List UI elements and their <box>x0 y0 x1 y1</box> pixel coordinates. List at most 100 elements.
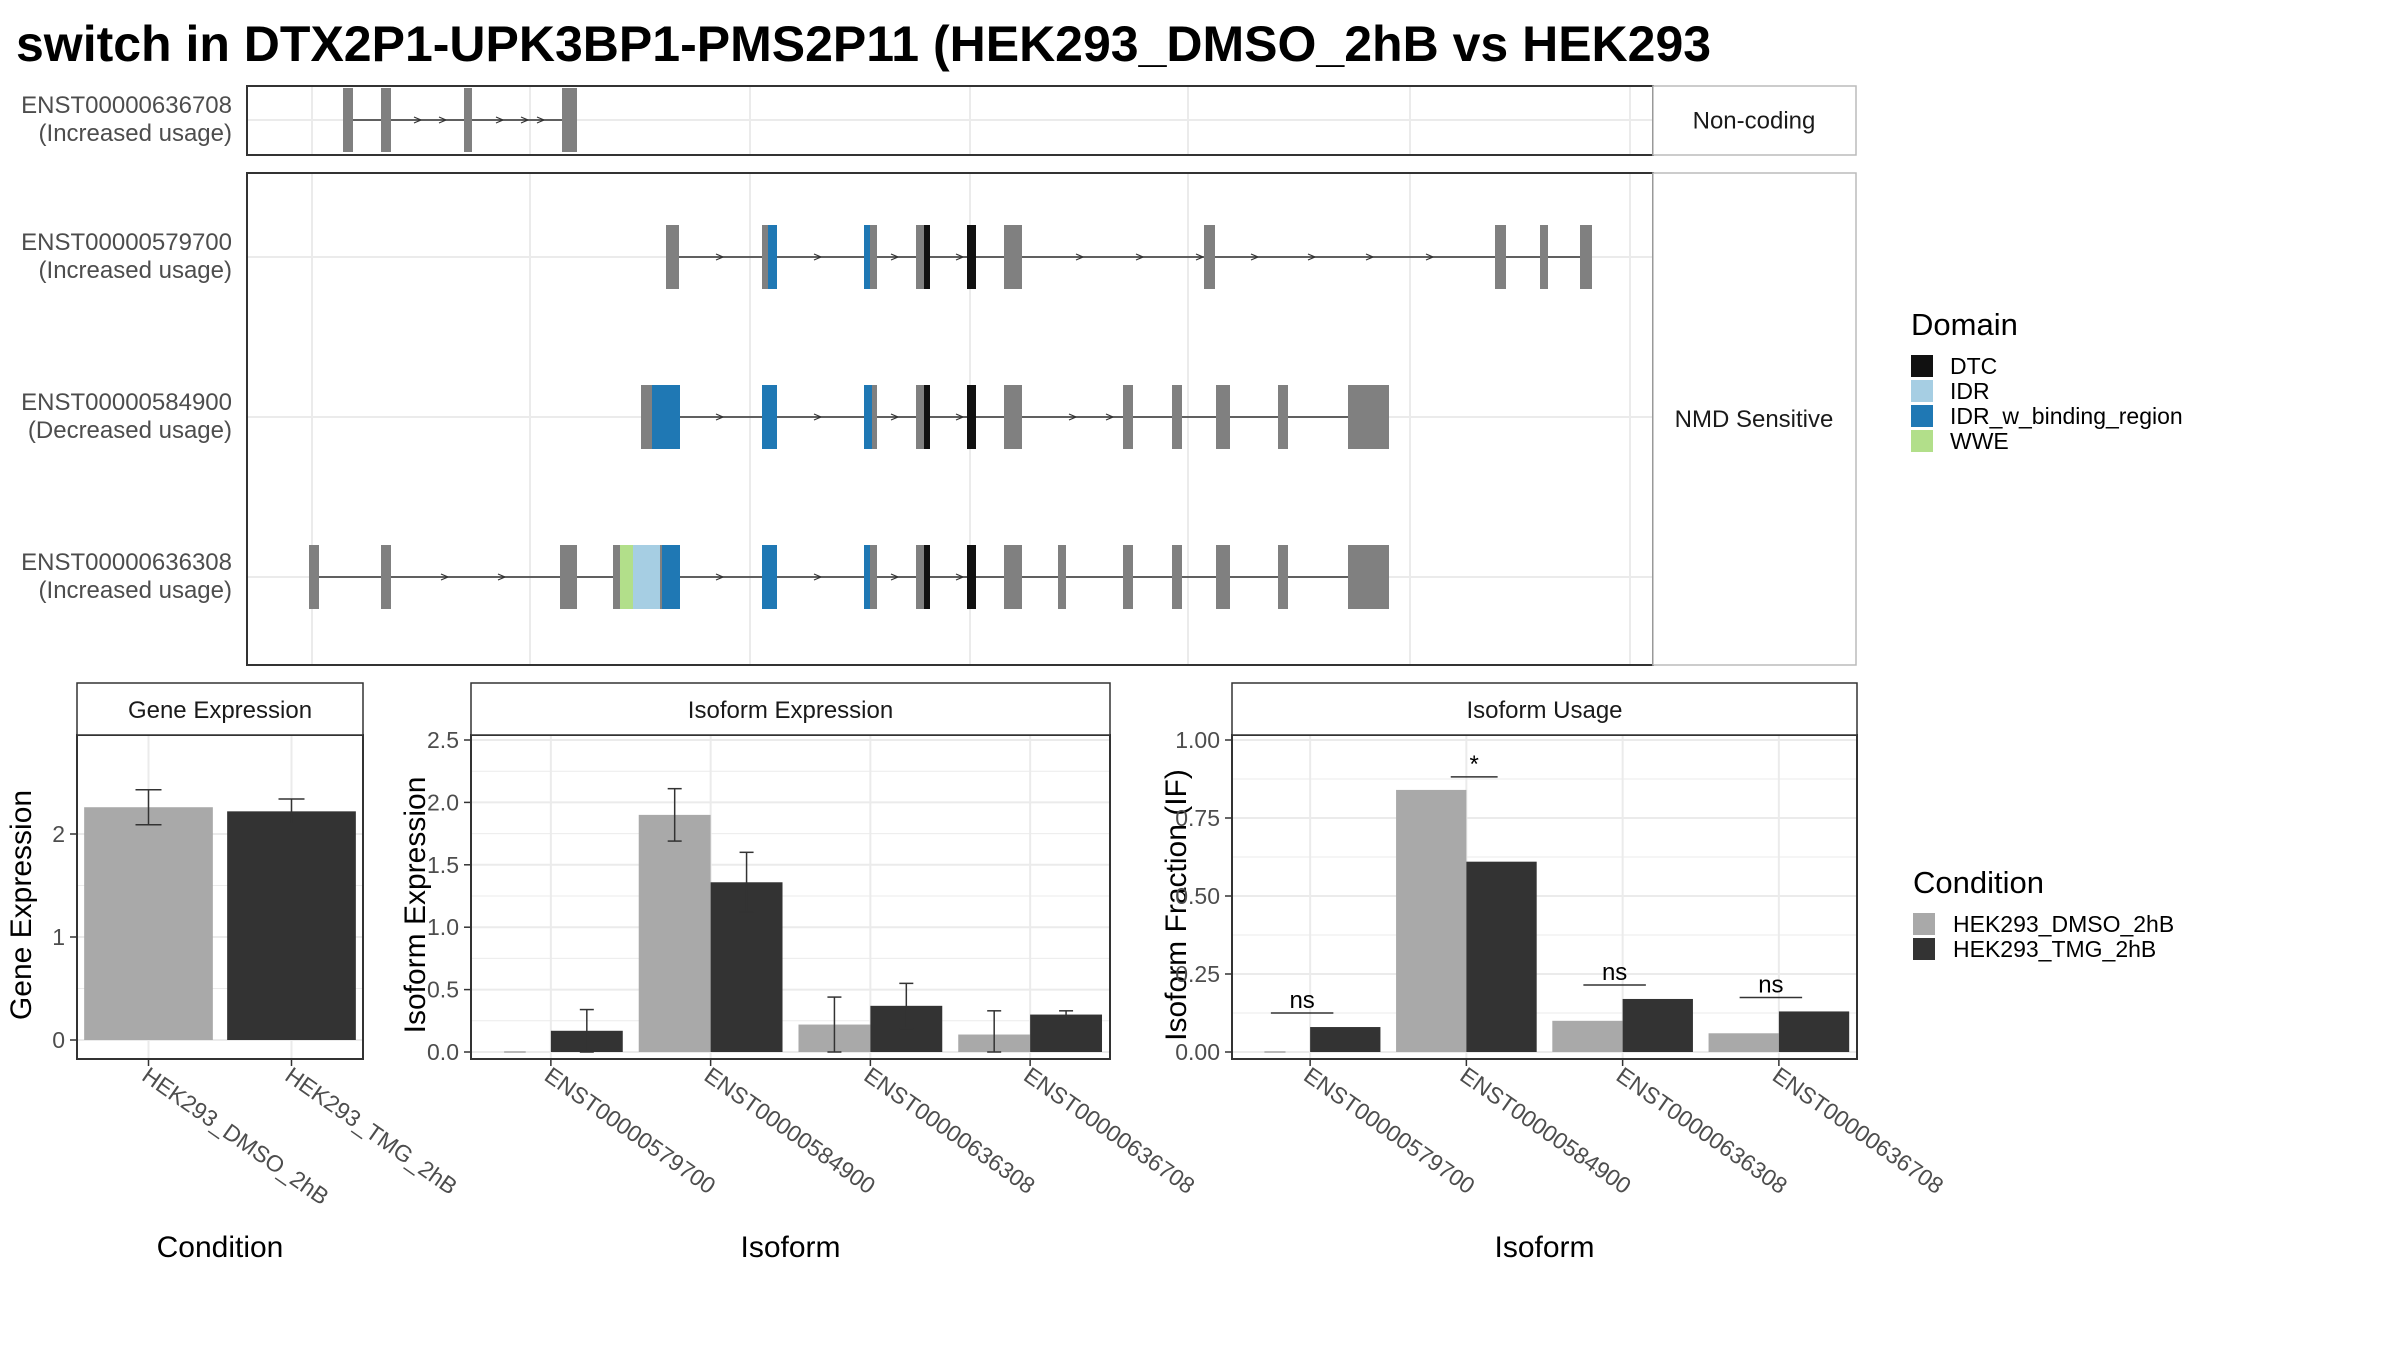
exon <box>1004 545 1022 609</box>
bar <box>1622 998 1693 1052</box>
exon <box>1123 385 1133 449</box>
domain-idr <box>633 545 650 609</box>
strand-arrow <box>1425 253 1435 261</box>
y-axis-title: Gene Expression <box>5 790 38 1020</box>
x-tick-label: ENST00000636308 <box>860 1062 1040 1199</box>
bar-chart-panel: Isoform Expression <box>399 682 1111 1066</box>
bar <box>84 807 213 1040</box>
facet-strip <box>1652 85 1857 156</box>
isoform-usage-label: (Increased usage) <box>39 120 232 147</box>
x-axis-title: Isoform <box>1494 1231 1594 1264</box>
strand-arrow <box>890 253 900 261</box>
panel-bg <box>471 735 1110 1059</box>
domain-idr-w-binding-region <box>864 545 870 609</box>
facet-strip <box>470 682 1111 736</box>
y-tick-label: 1 <box>52 924 65 950</box>
exon <box>1216 545 1230 609</box>
y-tick-label: 0.25 <box>1175 961 1220 987</box>
legend-domain-label: WWE <box>1950 428 2009 454</box>
bar-chart-panel: Isoform Fraction (IF) <box>1160 682 1858 1066</box>
isoform-track <box>666 225 1592 289</box>
y-tick-label: 0 <box>52 1027 65 1053</box>
x-tick-label: ENST00000579700 <box>1299 1062 1479 1199</box>
facet-strip-label: Isoform Expression <box>688 697 893 724</box>
domain-idr-w-binding-region <box>662 545 680 609</box>
legend-domain-label: DTC <box>1950 353 1997 379</box>
facet-strip <box>76 682 364 736</box>
strand-arrow <box>715 573 725 581</box>
bar <box>227 811 356 1040</box>
strand-arrow <box>1195 253 1205 261</box>
legend-domain-title: Domain <box>1911 307 2018 342</box>
x-axis-title: Condition <box>157 1231 284 1264</box>
exon <box>1172 385 1182 449</box>
exon <box>1004 385 1022 449</box>
significance-label: * <box>1470 751 1479 778</box>
domain-idr-w-binding-region <box>864 385 872 449</box>
domain-dtc <box>967 385 976 449</box>
legend-domain-swatch <box>1911 405 1933 427</box>
y-tick-label: 0.5 <box>427 977 459 1003</box>
legend-domain-swatch <box>1911 430 1933 452</box>
significance-label: ns <box>1758 971 1783 998</box>
facet-strip-label: Gene Expression <box>128 697 312 724</box>
strand-arrow <box>1307 253 1317 261</box>
isoform-usage-label: (Increased usage) <box>39 577 232 604</box>
facet-strip <box>1652 172 1857 666</box>
y-axis-title: Isoform Expression <box>399 777 432 1034</box>
y-tick-label: 2.0 <box>427 789 459 815</box>
bar <box>1778 1011 1850 1052</box>
domain-dtc <box>924 545 930 609</box>
isoform-track <box>309 545 1389 609</box>
y-tick-label: 0.75 <box>1175 805 1220 831</box>
bar <box>1396 789 1467 1052</box>
strand-arrow <box>520 116 530 124</box>
exon <box>309 545 319 609</box>
exon <box>560 545 577 609</box>
y-axis-title: Isoform Fraction (IF) <box>1160 769 1193 1041</box>
strand-arrow <box>440 573 450 581</box>
exon <box>1216 385 1230 449</box>
exon <box>464 88 472 152</box>
exon <box>1348 545 1389 609</box>
y-tick-label: 0.50 <box>1175 883 1220 909</box>
exon <box>1204 225 1215 289</box>
bar-chart-panel: Gene Expression <box>5 682 364 1066</box>
strand-arrow <box>813 253 823 261</box>
legend-domain-swatch <box>1911 355 1933 377</box>
strand-arrow <box>715 413 725 421</box>
domain-dtc <box>924 225 930 289</box>
y-tick-label: 2 <box>52 821 65 847</box>
strand-arrow <box>890 573 900 581</box>
isoform-label: ENST00000636308 <box>21 549 232 576</box>
domain-dtc <box>924 385 930 449</box>
strand-arrow <box>890 413 900 421</box>
strand-arrow <box>715 253 725 261</box>
isoform-usage-label: (Decreased usage) <box>28 417 232 444</box>
strand-arrow <box>438 116 448 124</box>
strand-arrow <box>413 116 423 124</box>
exon <box>1123 545 1133 609</box>
exon <box>1058 545 1066 609</box>
strand-arrow <box>813 413 823 421</box>
isoform-label: ENST00000584900 <box>21 389 232 416</box>
x-axis-title: Isoform <box>740 1231 840 1264</box>
exon <box>381 545 391 609</box>
isoform-label: ENST00000579700 <box>21 229 232 256</box>
legend-domain-swatch <box>1911 380 1933 402</box>
y-tick-label: 1.00 <box>1175 727 1220 753</box>
x-tick-label: ENST00000636308 <box>1612 1062 1792 1199</box>
bar <box>638 814 711 1052</box>
x-tick-label: ENST00000584900 <box>1456 1062 1636 1199</box>
domain-idr-w-binding-region <box>762 545 777 609</box>
strand-arrow <box>955 253 965 261</box>
y-tick-label: 0.00 <box>1175 1039 1220 1065</box>
strand-arrow <box>495 116 505 124</box>
strand-arrow <box>1135 253 1145 261</box>
domain-wwe <box>620 545 633 609</box>
strand-arrow <box>955 573 965 581</box>
exon <box>1348 385 1389 449</box>
exon <box>1495 225 1506 289</box>
